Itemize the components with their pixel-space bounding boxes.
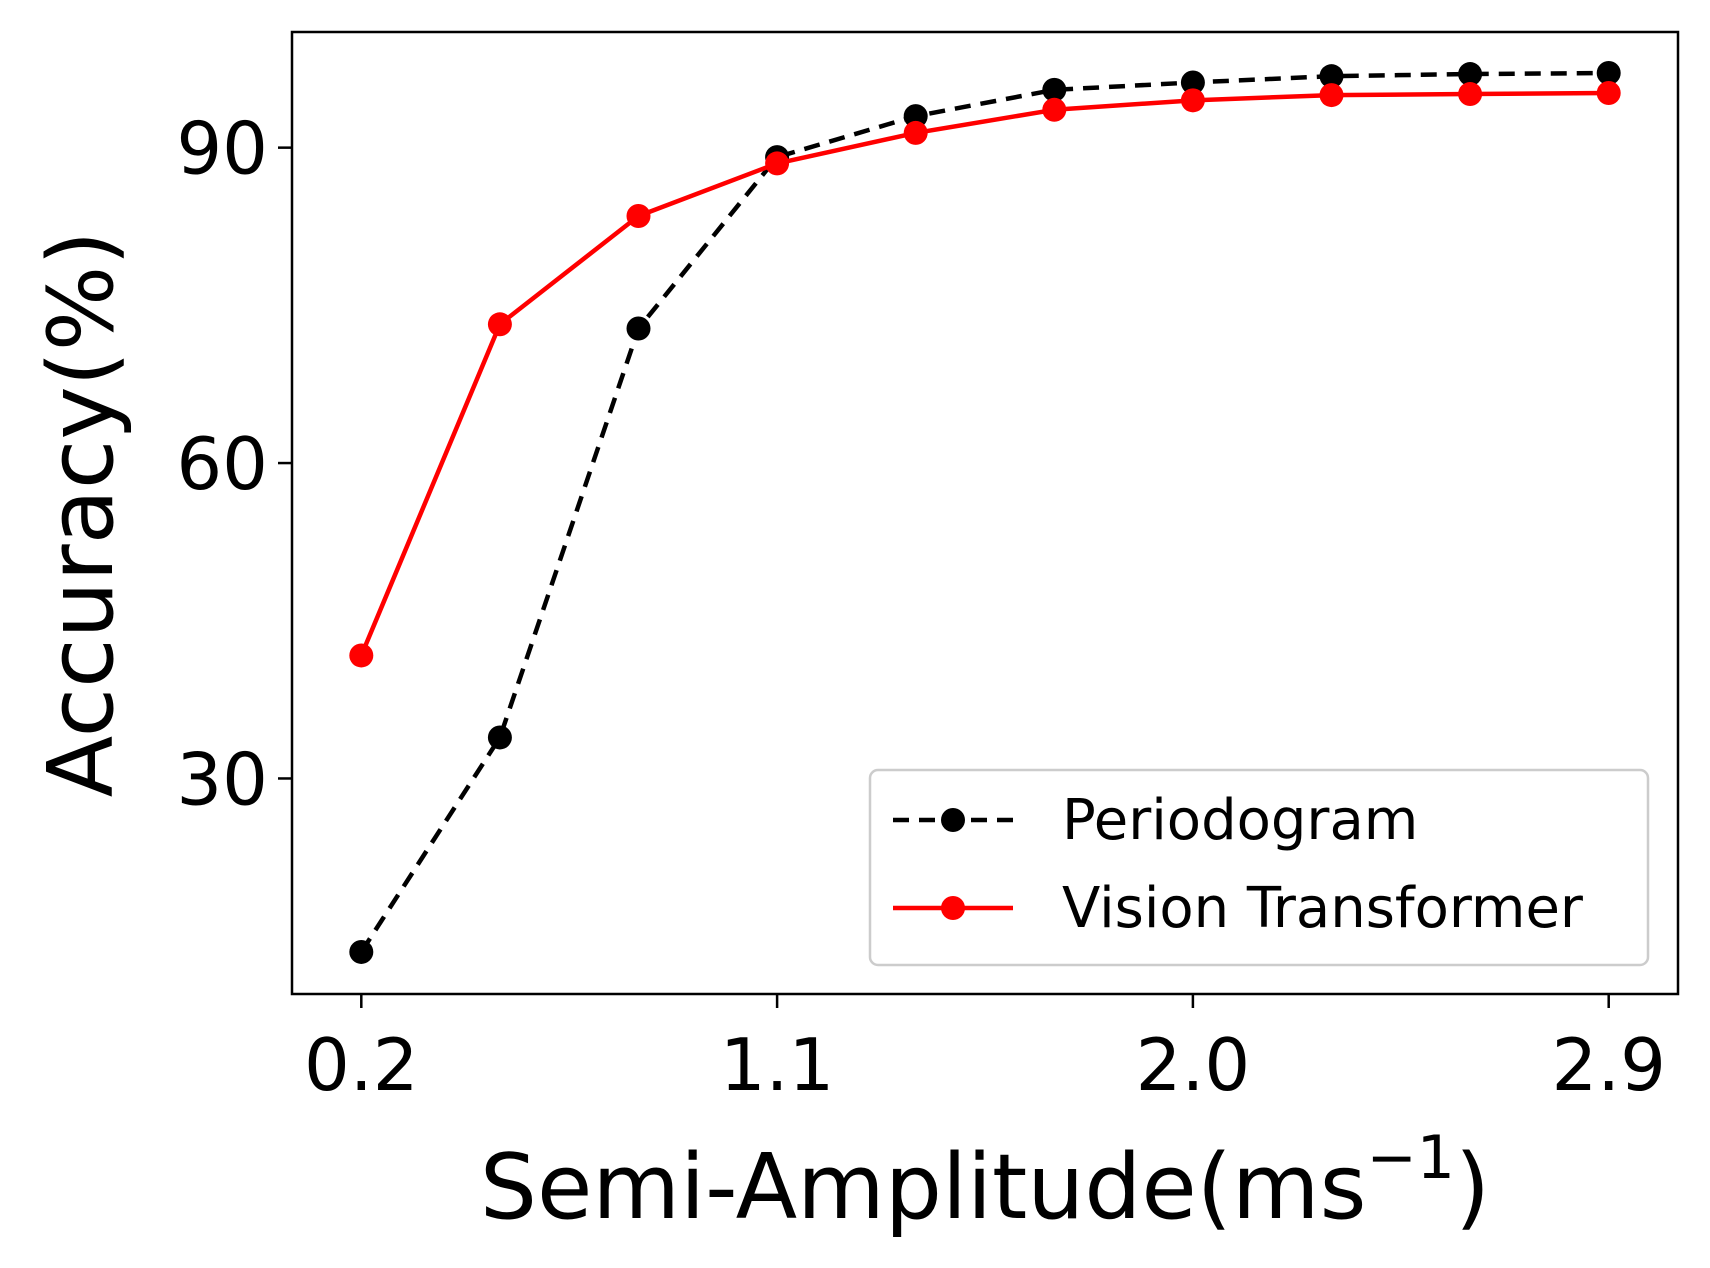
data-point-vision-transformer [1596, 80, 1621, 105]
x-tick-label: 2.9 [1551, 1023, 1666, 1107]
x-tick-label: 1.1 [720, 1023, 835, 1107]
y-tick-label: 60 [176, 422, 268, 506]
data-point-periodogram [903, 104, 928, 129]
data-point-vision-transformer [903, 120, 928, 145]
legend-periodogram-marker [941, 808, 965, 832]
plot-area [349, 61, 1621, 964]
y-tick-label: 30 [176, 737, 268, 821]
data-point-periodogram [626, 316, 651, 341]
axes-frame [290, 30, 1680, 996]
legend-label-vision-transformer: Vision Transformer [1062, 876, 1584, 941]
legend: Periodogram Vision Transformer [868, 768, 1650, 967]
y-tick-label: 90 [176, 107, 268, 191]
data-point-vision-transformer [487, 312, 512, 337]
data-point-periodogram [1458, 62, 1483, 87]
data-point-vision-transformer [349, 643, 374, 668]
data-point-periodogram [1180, 70, 1205, 95]
data-point-periodogram [1042, 77, 1067, 102]
data-point-periodogram [487, 725, 512, 750]
series-line-vision-transformer [359, 90, 1609, 657]
data-point-periodogram [1596, 61, 1621, 86]
legend-vision-transformer-marker [941, 896, 965, 920]
data-point-vision-transformer [765, 151, 790, 176]
axis-ticks: 0.2 1.1 2.0 2.9 30 60 90 [176, 107, 1666, 1107]
x-tick-label: 2.0 [1136, 1023, 1251, 1107]
legend-box [868, 768, 1650, 967]
x-tick-label: 0.2 [304, 1023, 419, 1107]
data-point-periodogram [349, 939, 374, 964]
legend-label-periodogram: Periodogram [1062, 788, 1418, 853]
data-point-vision-transformer [1180, 88, 1205, 113]
data-point-vision-transformer [1458, 82, 1483, 107]
data-point-vision-transformer [1042, 97, 1067, 122]
y-axis-label: Accuracy(%) [29, 231, 134, 798]
series-line-periodogram [359, 70, 1609, 954]
x-axis-label: Semi-Amplitude(ms−1) [480, 1123, 1490, 1240]
data-point-vision-transformer [626, 203, 651, 228]
data-point-periodogram [1319, 64, 1344, 89]
data-point-vision-transformer [1319, 83, 1344, 108]
